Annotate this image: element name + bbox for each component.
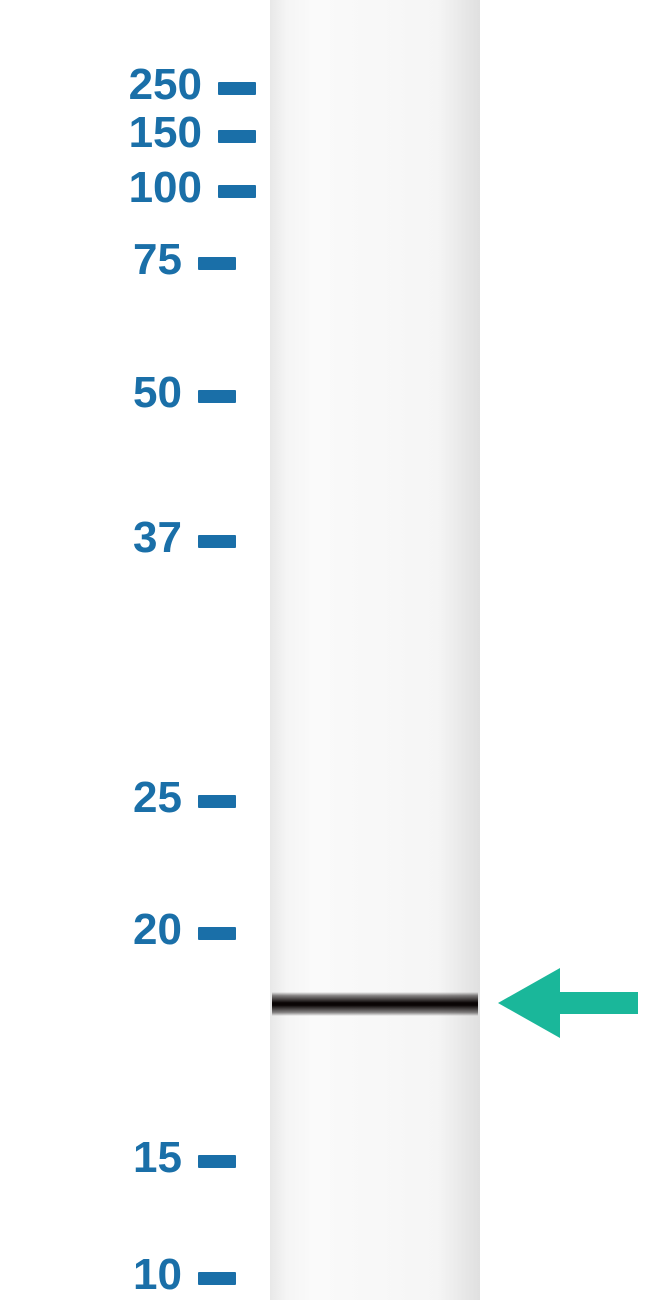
arrow-head-icon <box>498 968 560 1038</box>
blot-lane <box>270 0 480 1300</box>
marker-label-25: 25 <box>133 773 182 823</box>
marker-label-100: 100 <box>129 163 202 213</box>
marker-tick-37 <box>198 535 236 548</box>
marker-tick-75 <box>198 257 236 270</box>
marker-label-37: 37 <box>133 513 182 563</box>
marker-tick-25 <box>198 795 236 808</box>
marker-label-10: 10 <box>133 1250 182 1300</box>
marker-label-250: 250 <box>129 60 202 110</box>
marker-label-50: 50 <box>133 368 182 418</box>
marker-tick-15 <box>198 1155 236 1168</box>
western-blot-figure: 250150100 75 50 37 25 20 15 10 <box>0 0 650 1300</box>
marker-label-150: 150 <box>129 108 202 158</box>
marker-tick-150 <box>218 130 256 143</box>
marker-tick-50 <box>198 390 236 403</box>
marker-label-75: 75 <box>133 235 182 285</box>
marker-label-15: 15 <box>133 1133 182 1183</box>
marker-tick-20 <box>198 927 236 940</box>
marker-tick-250 <box>218 82 256 95</box>
arrow-shaft <box>560 992 638 1014</box>
marker-tick-100 <box>218 185 256 198</box>
detected-band <box>272 992 478 1016</box>
marker-label-20: 20 <box>133 905 182 955</box>
marker-tick-10 <box>198 1272 236 1285</box>
